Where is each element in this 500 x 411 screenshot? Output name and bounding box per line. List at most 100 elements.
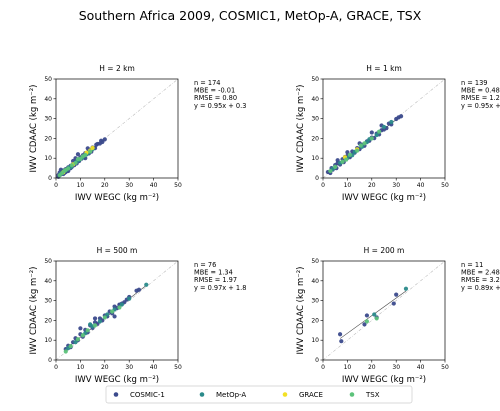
- stats-line: RMSE = 1.27: [461, 94, 500, 102]
- data-point: [92, 316, 98, 321]
- y-axis-label: IWV CDAAC (kg m⁻²): [29, 267, 39, 355]
- data-point: [377, 129, 382, 134]
- x-tick-label: 50: [174, 182, 182, 189]
- legend-marker: [349, 392, 355, 397]
- data-point: [339, 339, 344, 344]
- stats-line: n = 11: [461, 261, 483, 269]
- data-point: [69, 163, 74, 168]
- figure-title: Southern Africa 2009, COSMIC1, MetOp-A, …: [79, 8, 422, 23]
- axes-frame: [322, 78, 446, 179]
- data-point: [102, 315, 107, 320]
- data-point: [75, 152, 81, 157]
- y-tick-label: 30: [44, 298, 52, 305]
- legend-label: TSX: [365, 391, 380, 399]
- x-tick-label: 40: [150, 364, 158, 371]
- data-point: [75, 157, 81, 162]
- data-point: [381, 124, 387, 130]
- data-point: [362, 322, 367, 327]
- data-point: [374, 132, 379, 138]
- y-tick-label: 10: [311, 155, 319, 162]
- legend: COSMIC-1 MetOp-A GRACE TSX: [105, 385, 413, 404]
- data-point: [398, 114, 404, 119]
- data-point: [391, 301, 396, 306]
- stats-line: RMSE = 1.97: [194, 276, 237, 284]
- y-tick-label: 40: [311, 96, 319, 103]
- legend-label: GRACE: [299, 391, 323, 399]
- x-axis-label: IWV WEGC (kg m⁻²): [75, 375, 159, 385]
- series-tsx: [328, 129, 382, 174]
- one-to-one-line: [56, 261, 178, 360]
- data-point: [80, 333, 85, 338]
- stats-line: y = 0.95x + 1.0: [461, 102, 500, 110]
- data-point: [117, 305, 122, 310]
- data-point: [105, 312, 110, 317]
- x-tick-label: 10: [344, 182, 352, 189]
- data-point: [73, 340, 78, 345]
- panel-title: H = 1 km: [366, 64, 402, 73]
- legend-marker: [199, 392, 205, 397]
- data-point: [403, 286, 409, 291]
- y-tick-label: 20: [311, 135, 319, 142]
- y-axis-label: IWV CDAAC (kg m⁻²): [296, 267, 306, 355]
- data-point: [112, 314, 117, 319]
- y-tick-label: 30: [311, 116, 319, 123]
- stats-line: y = 0.95x + 0.3: [194, 102, 246, 110]
- data-point: [110, 309, 115, 314]
- y-tick-label: 10: [44, 155, 52, 162]
- data-point: [333, 164, 338, 170]
- data-point: [73, 160, 78, 166]
- x-tick-label: 0: [321, 182, 325, 189]
- axes-frame: [322, 260, 446, 361]
- legend-item: MetOp-A: [199, 391, 246, 399]
- data-point: [358, 143, 363, 148]
- x-tick-label: 30: [125, 182, 133, 189]
- x-axis-label: IWV WEGC (kg m⁻²): [342, 375, 426, 385]
- series-tsx: [364, 316, 379, 324]
- data-point: [340, 159, 345, 164]
- stats-line: n = 76: [194, 261, 216, 269]
- data-point: [372, 312, 377, 317]
- scatter-panel: H = 500 m 0 10 20 30 40 50 0 10 20 30 40 50 IWV WEGC …: [29, 246, 246, 385]
- x-tick-label: 20: [368, 182, 376, 189]
- data-point: [78, 326, 83, 331]
- y-tick-label: 40: [311, 278, 319, 285]
- y-tick-label: 20: [311, 317, 319, 324]
- y-tick-label: 50: [311, 76, 319, 83]
- y-tick-label: 50: [311, 258, 319, 265]
- x-axis-label: IWV WEGC (kg m⁻²): [342, 193, 426, 203]
- data-point: [328, 168, 333, 174]
- y-tick-label: 20: [44, 135, 52, 142]
- x-tick-label: 50: [441, 364, 449, 371]
- stats-line: MBE = 0.48: [461, 87, 500, 95]
- x-tick-label: 0: [321, 364, 325, 371]
- legend-marker: [113, 392, 119, 397]
- x-tick-label: 40: [417, 182, 425, 189]
- y-tick-label: 0: [48, 175, 52, 182]
- x-tick-label: 50: [441, 182, 449, 189]
- x-tick-label: 50: [174, 364, 182, 371]
- legend-marker: [282, 392, 288, 397]
- x-tick-label: 20: [368, 364, 376, 371]
- y-tick-label: 50: [44, 76, 52, 83]
- legend-label: MetOp-A: [216, 391, 246, 399]
- x-tick-label: 10: [77, 364, 85, 371]
- one-to-one-line: [323, 261, 445, 360]
- stats-line: MBE = 1.34: [194, 269, 233, 277]
- data-point: [62, 168, 67, 173]
- data-point: [85, 328, 90, 333]
- data-point: [66, 166, 71, 171]
- axes-frame: [55, 260, 179, 361]
- x-tick-label: 20: [101, 182, 109, 189]
- data-point: [374, 316, 379, 321]
- x-axis-label: IWV WEGC (kg m⁻²): [75, 193, 159, 203]
- data-point: [68, 344, 73, 349]
- x-tick-label: 40: [417, 364, 425, 371]
- x-tick-label: 0: [54, 364, 58, 371]
- legend-label: COSMIC-1: [130, 391, 165, 399]
- stats-line: n = 139: [461, 79, 487, 87]
- scatter-panel: H = 1 km 0 10 20 30 40 50 0 10 20 30 40 50 IWV WEGC (…: [296, 64, 500, 203]
- data-point: [344, 157, 349, 162]
- x-tick-label: 10: [77, 182, 85, 189]
- x-tick-label: 30: [392, 364, 400, 371]
